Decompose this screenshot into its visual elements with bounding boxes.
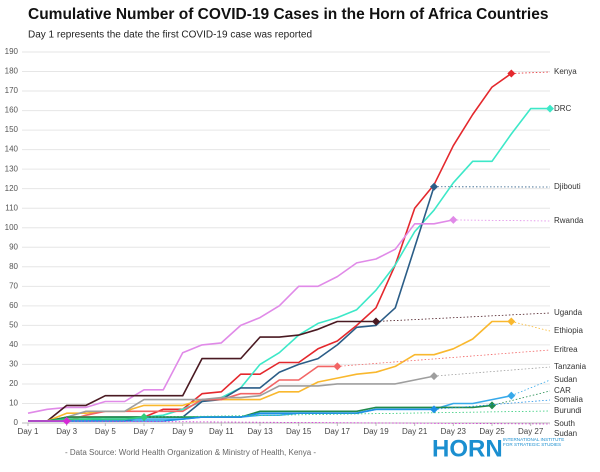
series-label: Kenya	[554, 67, 577, 76]
series-label: CAR	[554, 386, 571, 395]
x-tick-label: Day 17	[325, 427, 351, 436]
y-tick-label: 180	[5, 67, 19, 76]
series-label: Burundi	[554, 406, 582, 415]
y-tick-label: 130	[5, 164, 19, 173]
series-label: Sudan	[554, 375, 577, 384]
x-tick-label: Day 15	[286, 427, 312, 436]
x-tick-label: Day 3	[56, 427, 77, 436]
leaders	[67, 72, 550, 424]
x-tick-label: Day 1	[18, 427, 39, 436]
y-tick-label: 50	[9, 320, 18, 329]
end-marker	[507, 317, 515, 325]
series-label: Djibouti	[554, 182, 581, 191]
series-label: Eritrea	[554, 345, 578, 354]
y-tick-label: 0	[14, 418, 19, 427]
series-label: Tanzania	[554, 362, 587, 371]
x-tick-label: Day 27	[518, 427, 544, 436]
y-tick-label: 110	[5, 203, 18, 212]
chart-title: Cumulative Number of COVID-19 Cases in t…	[28, 6, 548, 23]
x-tick-label: Day 11	[209, 427, 234, 436]
x-tick-label: Day 9	[172, 427, 193, 436]
x-tick-label: Day 5	[95, 427, 116, 436]
y-tick-label: 170	[5, 86, 19, 95]
leader-line	[453, 220, 550, 221]
x-tick-label: Day 19	[363, 427, 389, 436]
leader-line	[434, 367, 550, 376]
y-tick-label: 20	[9, 379, 18, 388]
y-tick-label: 10	[9, 399, 18, 408]
x-tick-label: Day 13	[247, 427, 273, 436]
y-tick-label: 190	[5, 47, 19, 56]
y-tick-label: 40	[9, 340, 18, 349]
y-tick-label: 150	[5, 125, 19, 134]
y-tick-label: 140	[5, 145, 19, 154]
y-tick-label: 160	[5, 106, 19, 115]
x-tick-label: Day 7	[134, 427, 155, 436]
x-tick-label: Day 23	[441, 427, 467, 436]
y-tick-label: 90	[9, 242, 18, 251]
series-line	[28, 109, 550, 421]
series-label: Ethiopia	[554, 326, 583, 335]
leader-line	[511, 321, 550, 331]
series-label: Rwanda	[554, 216, 584, 225]
x-tick-label: Day 21	[402, 427, 428, 436]
leader-line	[511, 380, 550, 396]
y-tick-label: 120	[5, 184, 19, 193]
series-line	[28, 322, 376, 422]
logo-text: HORN	[432, 435, 503, 462]
series-label: Uganda	[554, 308, 583, 317]
series-label: DRC	[554, 104, 572, 113]
chart-subtitle: Day 1 represents the date the first COVI…	[28, 30, 312, 41]
series-label: South Sudan	[554, 419, 577, 438]
y-tick-label: 30	[9, 360, 18, 369]
series-label: Somalia	[554, 395, 583, 404]
leader-line	[376, 313, 550, 321]
leader-line	[511, 72, 550, 73]
end-marker	[507, 392, 515, 400]
y-tick-label: 70	[9, 281, 18, 290]
y-tick-label: 80	[9, 262, 18, 271]
source-note: - Data Source: World Health Organization…	[65, 448, 316, 457]
series-line	[28, 187, 434, 421]
x-tick-label: Day 25	[479, 427, 505, 436]
y-tick-label: 60	[9, 301, 18, 310]
y-tick-label: 100	[5, 223, 19, 232]
logo-subtext-box: INTERNATIONAL INSTITUTE FOR STRATEGIC ST…	[503, 437, 565, 465]
logo-subtext: INTERNATIONAL INSTITUTE FOR STRATEGIC ST…	[503, 437, 565, 447]
grid	[22, 52, 550, 423]
